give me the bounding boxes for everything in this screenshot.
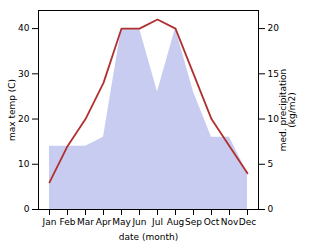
svg-text:May: May bbox=[112, 217, 131, 227]
svg-text:0: 0 bbox=[24, 204, 30, 214]
svg-text:Aug: Aug bbox=[167, 217, 185, 227]
svg-text:20: 20 bbox=[268, 23, 280, 33]
svg-text:5: 5 bbox=[268, 159, 274, 169]
svg-text:Dec: Dec bbox=[239, 217, 256, 227]
svg-text:40: 40 bbox=[18, 23, 30, 33]
svg-text:Apr: Apr bbox=[96, 217, 112, 227]
svg-text:date (month): date (month) bbox=[119, 232, 178, 242]
svg-text:0: 0 bbox=[268, 204, 274, 214]
svg-text:Jan: Jan bbox=[42, 217, 57, 227]
svg-text:Jul: Jul bbox=[151, 217, 163, 227]
svg-text:Oct: Oct bbox=[204, 217, 220, 227]
svg-text:Jun: Jun bbox=[131, 217, 146, 227]
svg-text:15: 15 bbox=[267, 68, 279, 79]
svg-text:10: 10 bbox=[267, 113, 279, 124]
svg-text:Feb: Feb bbox=[60, 217, 76, 227]
svg-text:Sep: Sep bbox=[185, 217, 202, 227]
svg-text:30: 30 bbox=[18, 69, 30, 79]
svg-text:10: 10 bbox=[18, 159, 30, 169]
svg-text:Nov: Nov bbox=[221, 217, 239, 227]
svg-text:med. precipitation(kg/m2): med. precipitation(kg/m2) bbox=[278, 69, 297, 151]
svg-text:Mar: Mar bbox=[77, 217, 94, 227]
svg-text:max temp (C): max temp (C) bbox=[7, 79, 17, 141]
svg-text:20: 20 bbox=[18, 114, 30, 124]
